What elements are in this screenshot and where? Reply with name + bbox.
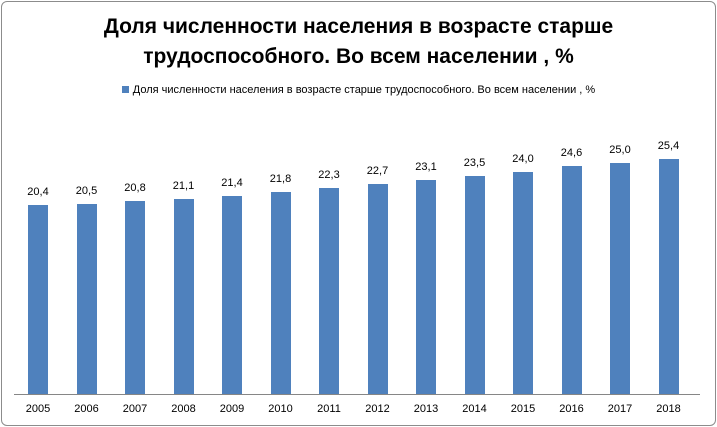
bar-2016 xyxy=(561,166,582,394)
x-tick-label-2009: 2009 xyxy=(219,403,245,415)
legend-label: Доля численности населения в возрасте ст… xyxy=(132,84,596,96)
data-label-2008: 21,1 xyxy=(172,179,195,192)
x-tick-label-2005: 2005 xyxy=(25,403,51,415)
bar-2007 xyxy=(125,201,145,394)
x-tick-label-2015: 2015 xyxy=(510,403,536,415)
x-tick-label-2017: 2017 xyxy=(607,403,633,415)
x-tick-label-2008: 2008 xyxy=(171,403,196,415)
x-tick-label-2013: 2013 xyxy=(413,403,439,415)
x-tick-label-2012: 2012 xyxy=(365,403,390,415)
x-tick-label-2018: 2018 xyxy=(656,403,681,415)
x-tick-label-2016: 2016 xyxy=(559,403,584,415)
x-axis-line xyxy=(14,394,700,395)
data-label-2014: 23,5 xyxy=(463,157,486,170)
data-label-2010: 21,8 xyxy=(269,173,292,186)
data-label-2007: 20,8 xyxy=(124,182,146,195)
data-label-2018: 25,4 xyxy=(657,139,680,152)
bar-2013 xyxy=(416,180,436,394)
x-tick-label-2011: 2011 xyxy=(317,403,341,415)
data-label-2017: 25,0 xyxy=(609,143,631,156)
bar-2011 xyxy=(319,187,339,394)
data-label-2015: 24,0 xyxy=(512,152,534,165)
bar-2009 xyxy=(222,195,242,394)
x-tick-label-2014: 2014 xyxy=(462,403,487,415)
bar-2012 xyxy=(367,183,388,394)
bar-2015 xyxy=(513,171,533,394)
bar-2010 xyxy=(270,192,291,394)
bar-2017 xyxy=(610,162,630,394)
chart-title-line-1: Доля численности населения в возрасте ст… xyxy=(103,15,614,38)
x-tick-label-2010: 2010 xyxy=(268,403,293,415)
chart-title-line-2: трудоспособного. Во всем населении , % xyxy=(143,45,574,68)
bar-2014 xyxy=(464,176,485,394)
data-label-2009: 21,4 xyxy=(221,176,243,189)
data-label-2013: 23,1 xyxy=(415,161,437,174)
data-label-2005: 20,4 xyxy=(27,186,49,199)
data-label-2011: 22,3 xyxy=(318,168,340,181)
bar-2008 xyxy=(173,198,194,394)
bar-2018 xyxy=(658,158,679,394)
chart-title: Доля численности населения в возрасте ст… xyxy=(0,12,717,72)
legend-swatch-icon xyxy=(121,86,129,93)
data-label-2006: 20,5 xyxy=(75,185,98,198)
bar-2006 xyxy=(76,204,97,394)
x-tick-label-2007: 2007 xyxy=(122,403,148,415)
x-tick-label-2006: 2006 xyxy=(74,403,99,415)
data-label-2016: 24,6 xyxy=(560,147,583,160)
bar-2005 xyxy=(28,205,48,394)
chart-legend: Доля численности населения в возрасте ст… xyxy=(0,84,717,96)
data-label-2012: 22,7 xyxy=(366,164,389,177)
